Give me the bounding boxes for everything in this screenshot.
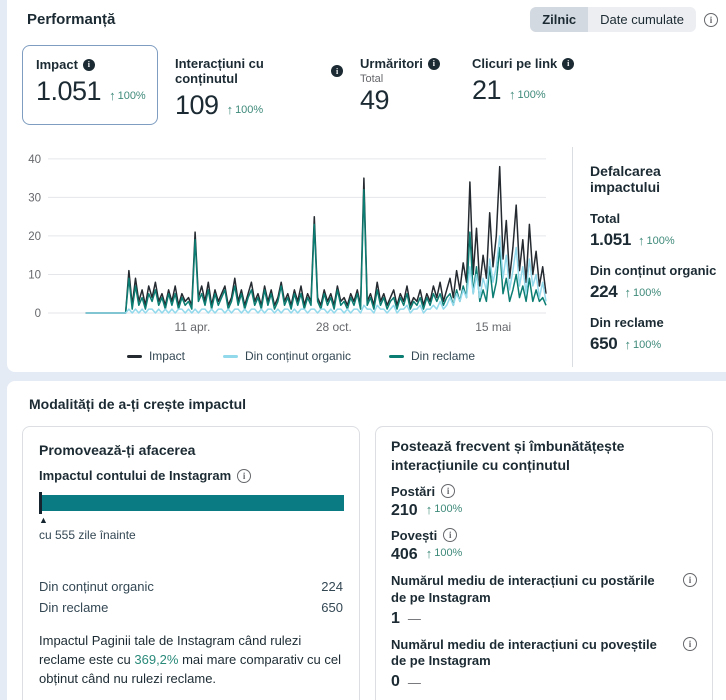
svg-text:28 oct.: 28 oct. xyxy=(316,320,352,334)
growth-section-title: Modalități de a-ți crește impactul xyxy=(29,396,247,412)
trend-badge: ↑ 100% xyxy=(226,102,264,117)
up-arrow-icon: ↑ xyxy=(226,102,234,117)
chart-legend: Impact Din conținut organic Din reclame xyxy=(30,349,572,363)
bar-caption: cu 555 zile înainte xyxy=(39,528,136,542)
legend-label: Din conținut organic xyxy=(244,349,352,363)
svg-text:40: 40 xyxy=(28,154,41,166)
up-arrow-icon: ↑ xyxy=(425,501,433,517)
metric-card-followers[interactable]: Urmăritori i Total 49 xyxy=(360,45,455,125)
highlight-percent: 369,2% xyxy=(134,651,179,667)
info-icon[interactable]: i xyxy=(82,58,95,71)
up-arrow-icon: ↑ xyxy=(109,88,116,103)
avg-story-interactions: Numărul mediu de interacțiuni cu povești… xyxy=(391,636,697,691)
promo-note: Impactul Paginii tale de Instagram când … xyxy=(39,633,342,686)
trend-badge: ↑ 100% xyxy=(425,545,463,561)
metric-value: 21 xyxy=(472,75,502,105)
breakdown-total: Total 1.051 ↑ 100% xyxy=(590,211,675,249)
time-range-toggle: Zilnic Date cumulate xyxy=(530,7,696,32)
legend-item[interactable]: Din conținut organic xyxy=(222,349,352,363)
promo-row-organic: Din conținut organic 224 xyxy=(39,579,343,594)
info-icon[interactable]: i xyxy=(704,12,718,27)
metric-card-impact[interactable]: Impact i 1.051 ↑ 100% xyxy=(22,45,158,125)
metric-cards: Impact i 1.051 ↑ 100% Interacțiuni cu conț… xyxy=(22,45,726,125)
metric-label: Interacțiuni cu conținutul xyxy=(175,56,264,86)
info-icon[interactable]: i xyxy=(683,572,697,587)
svg-text:0: 0 xyxy=(35,308,41,320)
stat-stories: 406 ↑ 100% xyxy=(391,545,463,563)
legend-label: Impact xyxy=(148,349,185,363)
info-icon[interactable]: i xyxy=(443,528,458,543)
metric-label: Clicuri pe link xyxy=(472,56,558,71)
breakdown-title: Defalcarea impactului xyxy=(590,163,661,195)
promote-business-card: Promovează-ți afacerea Impactul contului… xyxy=(22,426,360,700)
info-icon[interactable]: i xyxy=(427,57,440,70)
bar-fill xyxy=(40,495,344,511)
trend-badge: ↑ 100% xyxy=(425,501,463,517)
up-arrow-icon: ↑ xyxy=(624,285,631,300)
metric-label: Urmăritori xyxy=(360,56,423,71)
impact-chart-svg: 0 10 20 30 40 11 apr. 28 oct. 15 mai xyxy=(28,154,547,334)
up-arrow-icon: ↑ xyxy=(624,337,631,352)
post-frequently-card: Postează frecvent și îmbunătățește inter… xyxy=(375,426,713,700)
breakdown-value: 1.051 xyxy=(590,230,632,249)
breakdown-organic: Din conținut organic 224 ↑ 100% xyxy=(590,263,717,301)
toggle-daily-button[interactable]: Zilnic xyxy=(530,7,589,32)
legend-swatch-icon xyxy=(222,354,238,358)
breakdown-ads: Din reclame 650 ↑ 100% xyxy=(590,315,664,353)
bar-before-marker xyxy=(39,492,42,514)
impact-comparison-bar xyxy=(39,492,344,514)
svg-text:15 mai: 15 mai xyxy=(475,320,511,334)
performance-panel: Performanță Zilnic Date cumulate i Impac… xyxy=(7,0,726,372)
legend-label: Din reclame xyxy=(411,349,476,363)
info-icon[interactable]: i xyxy=(683,636,697,651)
promo-row-ads: Din reclame 650 xyxy=(39,600,343,615)
svg-text:11 apr.: 11 apr. xyxy=(175,320,211,334)
metric-card-link-clicks[interactable]: Clicuri pe link i 21 ↑ 100% xyxy=(472,45,602,125)
trend-badge: ↑ 100% xyxy=(624,285,662,300)
trend-badge: ↑ 100% xyxy=(109,88,146,103)
triangle-marker-icon: ▲ xyxy=(39,515,48,525)
metric-value: 49 xyxy=(360,85,390,115)
up-arrow-icon: ↑ xyxy=(425,545,433,561)
info-icon[interactable]: i xyxy=(237,468,252,483)
breakdown-value: 224 xyxy=(590,282,618,301)
growth-panel: Modalități de a-ți crește impactul Promo… xyxy=(7,381,726,700)
metric-label: Impact xyxy=(36,57,78,72)
up-arrow-icon: ↑ xyxy=(638,233,645,248)
page-title: Performanță xyxy=(27,11,116,28)
info-icon[interactable]: i xyxy=(441,484,456,499)
svg-text:20: 20 xyxy=(28,231,41,243)
avg-post-interactions: Numărul mediu de interacțiuni cu postări… xyxy=(391,572,697,627)
legend-swatch-icon xyxy=(389,354,405,358)
up-arrow-icon: ↑ xyxy=(509,87,516,102)
metric-card-interactions[interactable]: Interacțiuni cu conținutul i 109 ↑ 100% xyxy=(175,45,343,125)
impact-breakdown-panel: Defalcarea impactului Total 1.051 ↑ 100% … xyxy=(572,147,726,367)
metric-sublabel: Total xyxy=(360,73,384,85)
no-change-dash: — xyxy=(407,674,421,690)
metric-value: 1.051 xyxy=(36,76,102,106)
breakdown-value: 650 xyxy=(590,334,618,353)
info-icon[interactable]: i xyxy=(331,65,343,77)
info-icon[interactable]: i xyxy=(562,57,575,70)
legend-swatch-icon xyxy=(126,354,142,358)
legend-item[interactable]: Din reclame xyxy=(389,349,475,363)
trend-badge: ↑ 100% xyxy=(624,337,662,352)
toggle-cumulative-button[interactable]: Date cumulate xyxy=(588,7,696,32)
trend-badge: ↑ 100% xyxy=(509,87,546,102)
trend-badge: ↑ 100% xyxy=(638,233,675,248)
svg-text:30: 30 xyxy=(28,192,41,204)
stat-posts: 210 ↑ 100% xyxy=(391,501,463,519)
legend-item[interactable]: Impact xyxy=(126,349,185,363)
no-change-dash: — xyxy=(407,611,421,627)
metric-value: 109 xyxy=(175,90,219,120)
svg-text:10: 10 xyxy=(28,269,41,281)
